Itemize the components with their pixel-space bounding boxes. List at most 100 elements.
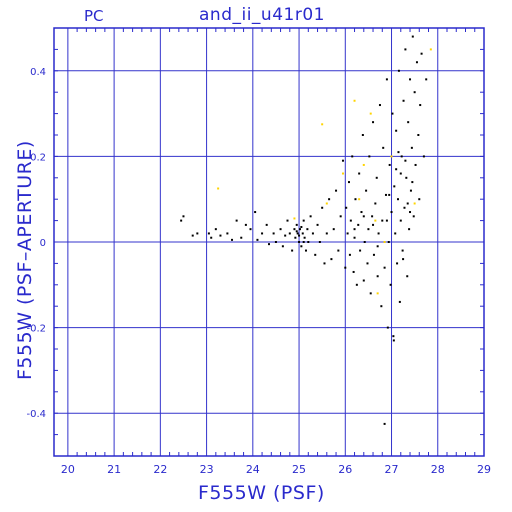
data-point	[368, 155, 371, 158]
data-point	[396, 262, 399, 265]
x-tick-label: 28	[431, 463, 445, 476]
data-point	[395, 129, 398, 132]
data-point	[369, 292, 372, 295]
data-point	[256, 238, 259, 241]
data-point	[226, 232, 229, 235]
y-tick-label: 0	[40, 238, 46, 249]
data-point	[390, 155, 393, 158]
data-point	[314, 253, 317, 256]
data-point	[353, 99, 356, 102]
data-point	[378, 104, 381, 107]
data-point	[284, 234, 287, 237]
data-point	[219, 234, 222, 237]
data-point	[281, 245, 284, 248]
data-point	[412, 215, 415, 218]
data-points	[180, 35, 432, 425]
x-tick-label: 26	[338, 463, 352, 476]
data-point	[339, 215, 342, 218]
data-point	[302, 241, 305, 243]
data-point	[344, 266, 347, 269]
data-point	[182, 215, 185, 218]
data-point	[321, 123, 324, 126]
data-point	[409, 189, 412, 192]
data-point	[358, 198, 361, 201]
data-point	[414, 163, 417, 166]
data-point	[235, 219, 238, 222]
data-point	[180, 219, 183, 222]
chart-title: and_ii_u41r01	[199, 5, 325, 25]
data-point	[355, 283, 358, 286]
data-point	[240, 236, 243, 239]
data-point	[300, 226, 303, 229]
x-tick-label: 29	[477, 463, 491, 476]
data-point	[394, 232, 397, 235]
data-point	[374, 202, 377, 205]
data-point	[352, 270, 355, 273]
x-tick-label: 23	[200, 463, 214, 476]
data-point	[330, 258, 333, 261]
data-point	[318, 241, 321, 243]
data-point	[375, 176, 378, 179]
y-tick-labels: -0.4 -0.2 0 0.2 0.4	[26, 67, 46, 420]
data-point	[294, 236, 297, 239]
data-point	[386, 326, 389, 329]
data-point	[411, 35, 414, 38]
data-point	[328, 198, 331, 201]
data-point	[272, 232, 275, 235]
data-point	[362, 215, 365, 218]
data-point	[341, 172, 344, 175]
camera-label: PC	[84, 7, 104, 25]
data-point	[363, 241, 366, 243]
y-tick-label: 0.4	[30, 67, 46, 78]
x-tick-label: 21	[107, 463, 121, 476]
data-point	[397, 69, 400, 72]
data-point	[353, 236, 356, 239]
data-point	[265, 223, 268, 226]
data-point	[346, 232, 349, 235]
data-point	[406, 275, 409, 278]
data-point	[392, 335, 395, 338]
data-point	[417, 134, 420, 136]
data-point	[397, 198, 399, 201]
data-point	[380, 305, 383, 308]
data-point	[401, 249, 404, 252]
axis-ticks	[54, 27, 484, 456]
data-point	[372, 121, 375, 124]
data-point	[244, 223, 247, 226]
data-point	[415, 61, 418, 64]
data-point	[418, 198, 421, 201]
data-point	[298, 228, 301, 231]
data-point	[404, 159, 407, 162]
data-point	[384, 193, 387, 196]
data-point	[361, 134, 364, 136]
data-point	[399, 219, 402, 222]
data-point	[398, 300, 401, 303]
data-point	[274, 241, 277, 243]
y-tick-label: -0.4	[26, 409, 46, 420]
data-point	[207, 232, 210, 235]
data-point	[196, 232, 199, 235]
data-point	[316, 223, 319, 226]
data-point	[387, 241, 390, 243]
data-point	[298, 234, 301, 237]
data-point	[367, 228, 370, 231]
data-point	[377, 232, 380, 235]
data-point	[191, 234, 194, 237]
data-point	[295, 223, 298, 226]
data-point	[390, 211, 393, 214]
data-point	[335, 189, 338, 192]
data-point	[291, 249, 294, 252]
data-point	[400, 155, 403, 158]
data-point	[300, 245, 303, 248]
data-point	[409, 78, 412, 81]
data-point	[358, 172, 361, 175]
data-point	[391, 112, 394, 115]
data-point	[381, 219, 384, 222]
data-point	[359, 249, 362, 252]
x-tick-label: 25	[292, 463, 306, 476]
data-point	[309, 215, 312, 218]
data-point	[337, 249, 340, 252]
data-point	[397, 151, 400, 154]
data-point	[403, 206, 406, 209]
